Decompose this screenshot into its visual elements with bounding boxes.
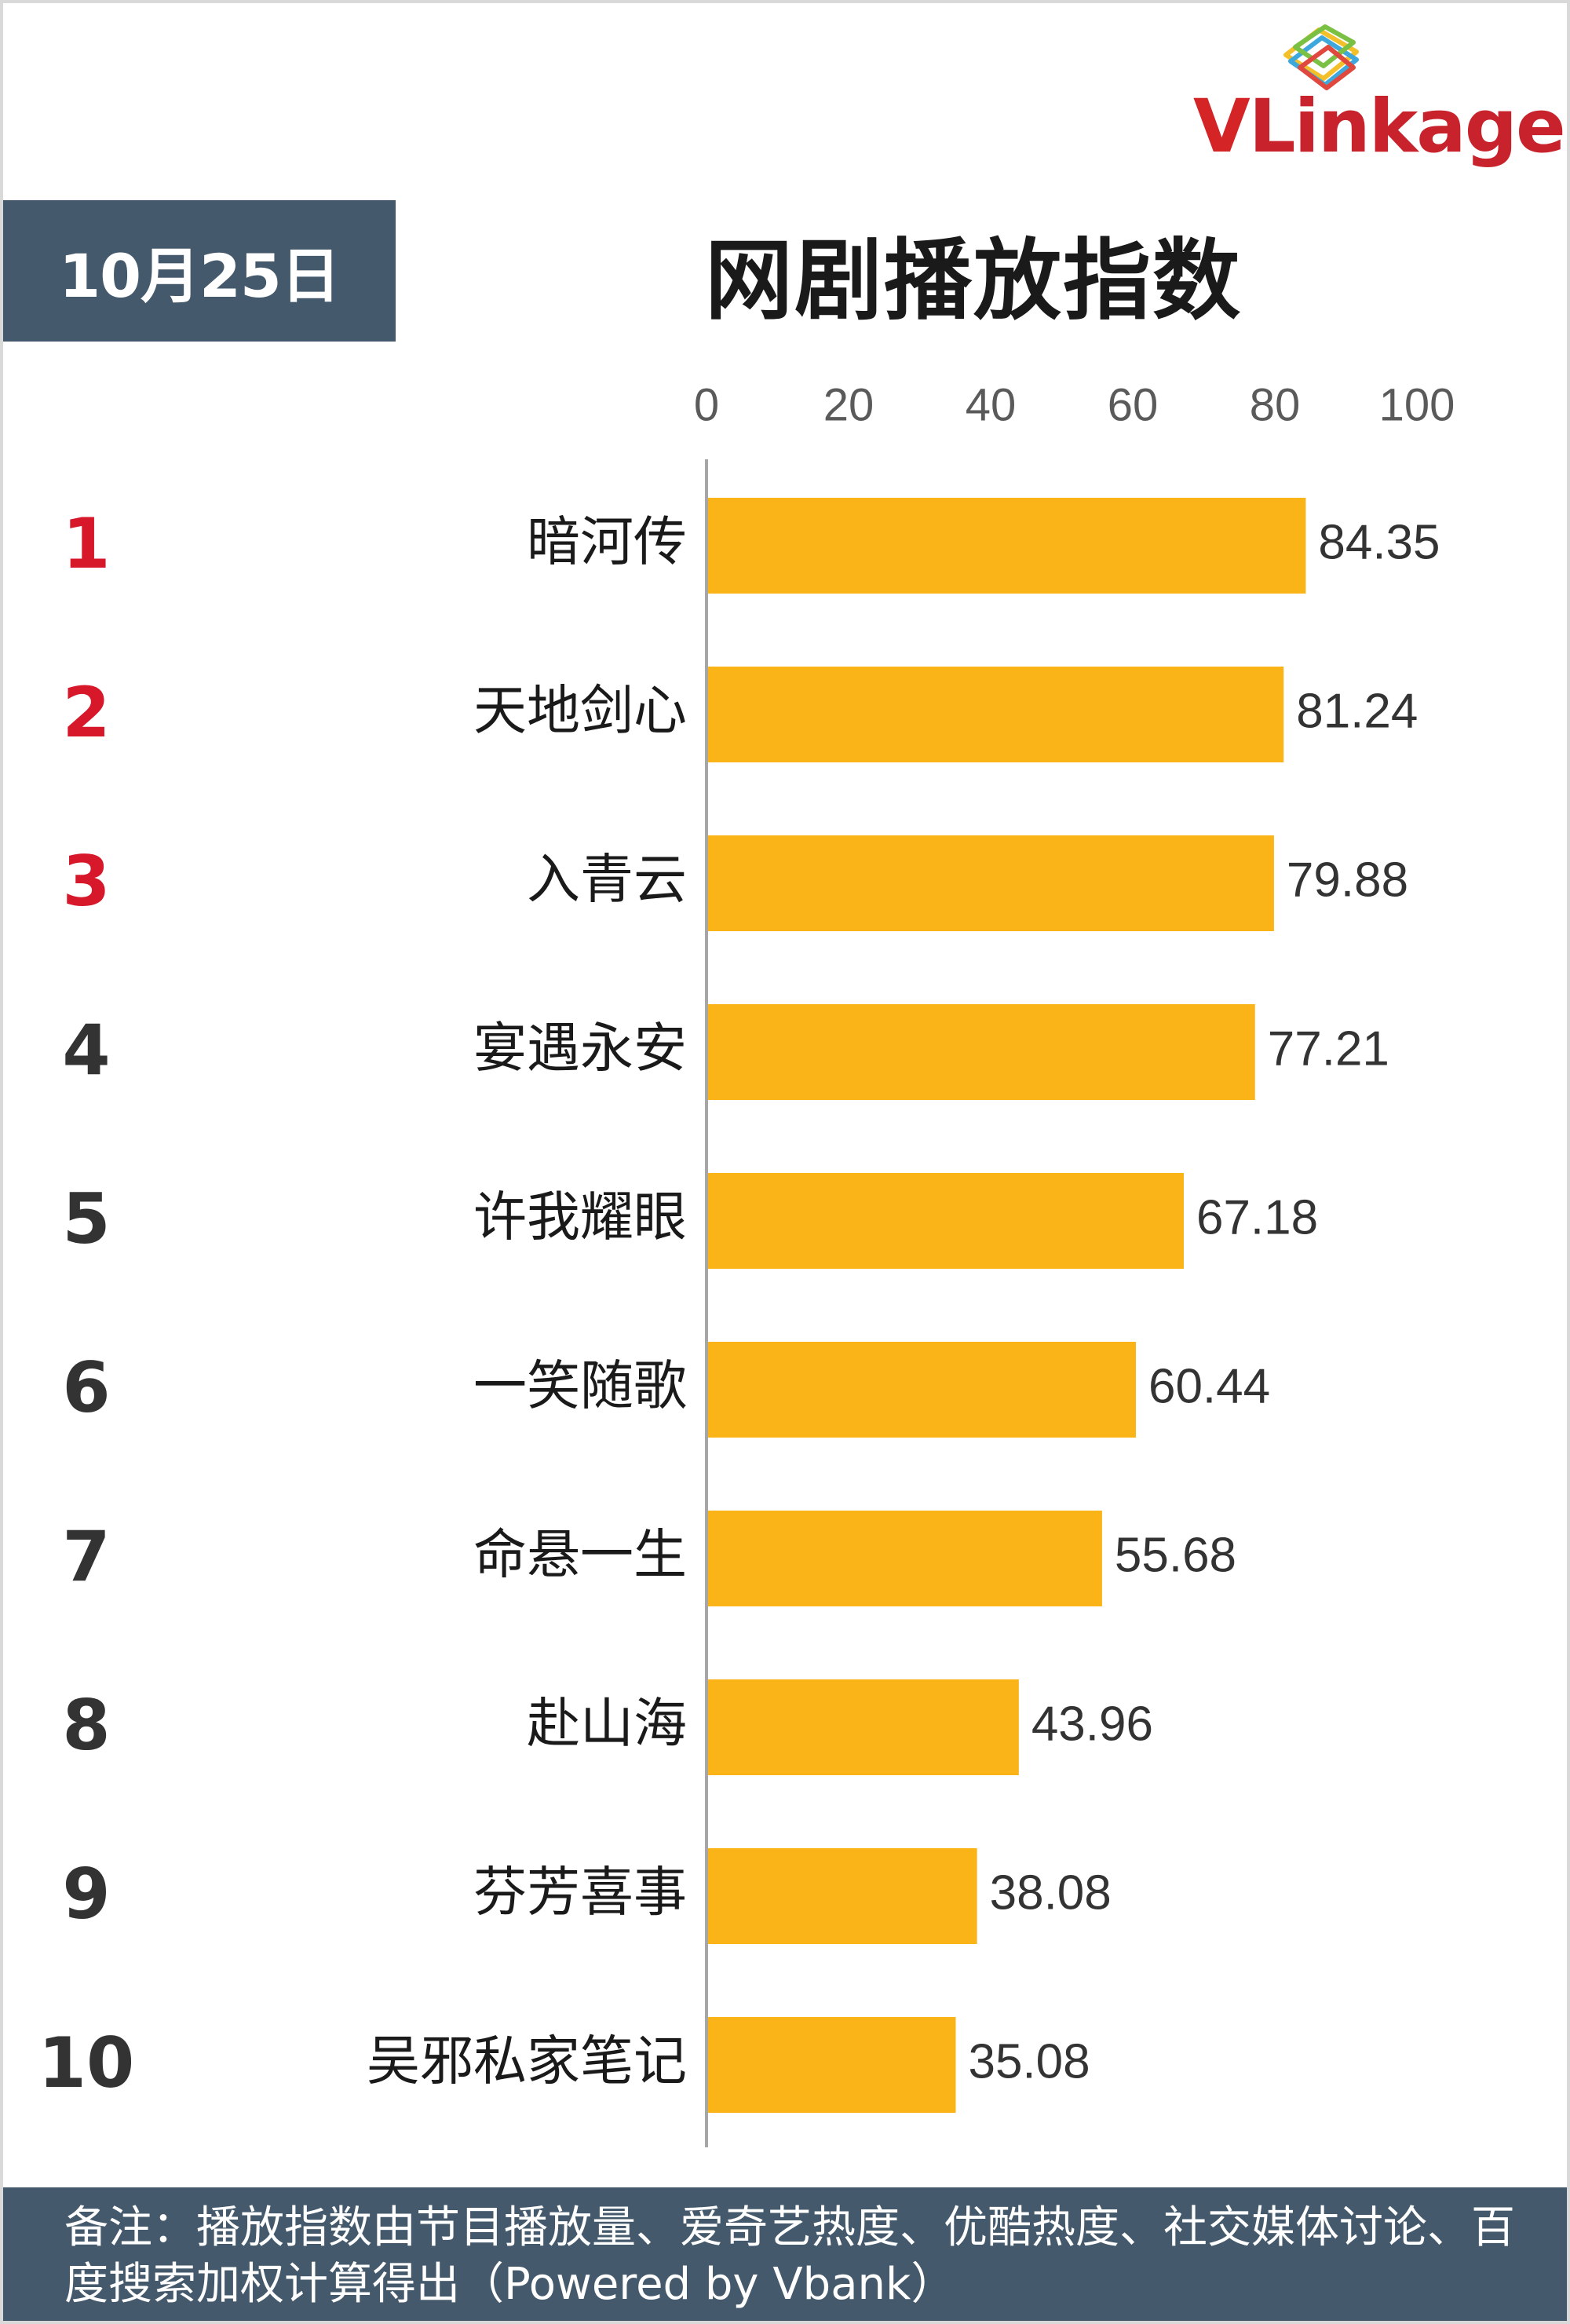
date-badge: 10月25日 [3, 200, 396, 342]
bar-8 [706, 1679, 1019, 1775]
logo-word-linkage: Linkage [1248, 84, 1566, 170]
bar-10 [706, 2017, 956, 2113]
value-label: 38.08 [990, 1865, 1112, 1920]
x-tick-label: 40 [966, 379, 1017, 430]
bar-4 [706, 1004, 1255, 1100]
category-label: 一笑随歌 [473, 1356, 687, 1418]
rank-label: 4 [62, 1010, 110, 1091]
logo-letter-v: V [1193, 84, 1251, 170]
bar-9 [706, 1848, 977, 1944]
category-label: 入青云 [527, 850, 687, 912]
rank-label: 9 [62, 1854, 110, 1935]
x-tick-label: 60 [1108, 379, 1159, 430]
rank-label: 3 [62, 841, 110, 922]
x-tick-label: 20 [823, 379, 874, 430]
value-label: 43.96 [1031, 1697, 1153, 1751]
value-label: 77.21 [1268, 1021, 1389, 1076]
x-tick-label: 80 [1250, 379, 1301, 430]
value-label: 79.88 [1287, 853, 1408, 907]
category-label: 芬芳喜事 [473, 1862, 687, 1924]
bar-7 [706, 1511, 1102, 1606]
x-tick-label: 0 [694, 379, 719, 430]
category-label: 暗河传 [527, 512, 687, 574]
rank-label: 6 [62, 1347, 110, 1428]
category-label: 命悬一生 [473, 1525, 687, 1587]
category-label: 吴邪私家笔记 [367, 2031, 687, 2093]
rank-label: 1 [62, 503, 110, 584]
value-label: 67.18 [1196, 1190, 1318, 1244]
value-label: 60.44 [1148, 1359, 1270, 1413]
value-label: 35.08 [968, 2034, 1090, 2088]
value-label: 55.68 [1115, 1528, 1236, 1582]
rank-label: 5 [62, 1178, 110, 1259]
bar-chart: 0 20 40 60 80 100 84.35 暗河传 1 81.24 天地剑心 2 79.88 入青云 3… [38, 379, 1455, 2147]
vlinkage-logo: VLinkage [1193, 24, 1566, 173]
stacked-frames-icon [1283, 24, 1359, 90]
rank-label: 8 [62, 1685, 110, 1766]
bar-1 [706, 498, 1306, 594]
logo-wordmark: VLinkage [1193, 84, 1566, 170]
x-tick-label: 100 [1379, 379, 1455, 430]
category-label: 赴山海 [527, 1694, 687, 1756]
category-label: 许我耀眼 [473, 1187, 687, 1249]
category-label: 宴遇永安 [473, 1018, 687, 1080]
category-label: 天地剑心 [473, 681, 687, 743]
bar-2 [706, 667, 1284, 762]
chart-title: 网剧播放指数 [705, 230, 1242, 332]
value-label: 84.35 [1318, 515, 1440, 569]
bar-5 [706, 1173, 1184, 1269]
footnote: 备注：播放指数由节目播放量、爱奇艺热度、优酷热度、社交媒体讨论、百度搜索加权计算… [3, 2187, 1567, 2321]
rank-label: 2 [62, 672, 110, 753]
bar-6 [706, 1342, 1136, 1438]
rank-label: 7 [62, 1516, 110, 1597]
bar-3 [706, 835, 1274, 931]
rank-label: 10 [38, 2023, 134, 2103]
value-label: 81.24 [1296, 684, 1418, 738]
